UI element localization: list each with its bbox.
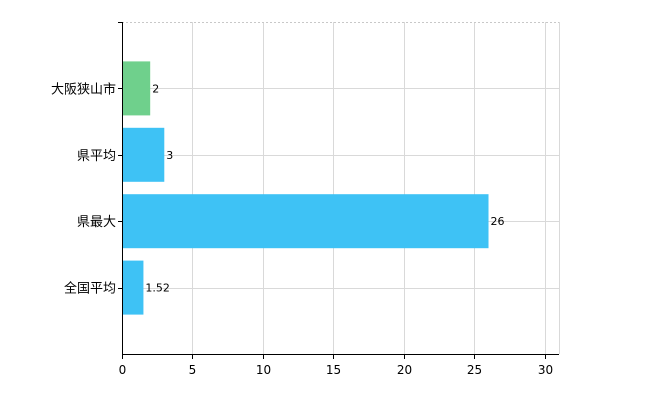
- data-label: 26: [491, 215, 505, 228]
- x-tick-label: 25: [467, 363, 482, 377]
- x-tick-label: 30: [538, 363, 553, 377]
- x-tick-label: 0: [119, 363, 127, 377]
- bars: [123, 61, 489, 315]
- bar: [123, 127, 165, 182]
- bar: [123, 260, 144, 315]
- bar: [123, 61, 151, 116]
- y-tick-label: 県最大: [77, 215, 116, 230]
- x-tick-label: 15: [326, 363, 341, 377]
- data-label: 2: [152, 82, 159, 95]
- data-label: 1.52: [145, 282, 170, 295]
- x-tick-label: 10: [256, 363, 271, 377]
- y-tick-label: 県平均: [77, 149, 116, 164]
- labels: 2 大阪狭山市 3 県平均 26 県最大 1.52 全国平均 0 5 10 15 20 25 30: [51, 81, 553, 377]
- data-label: 3: [166, 149, 173, 162]
- grid: [122, 22, 560, 354]
- y-tick-label: 大阪狭山市: [51, 81, 116, 97]
- x-tick-label: 5: [189, 363, 197, 377]
- bar: [123, 194, 489, 249]
- axes: [118, 22, 559, 359]
- y-tick-label: 全国平均: [64, 281, 116, 297]
- x-tick-label: 20: [397, 363, 412, 377]
